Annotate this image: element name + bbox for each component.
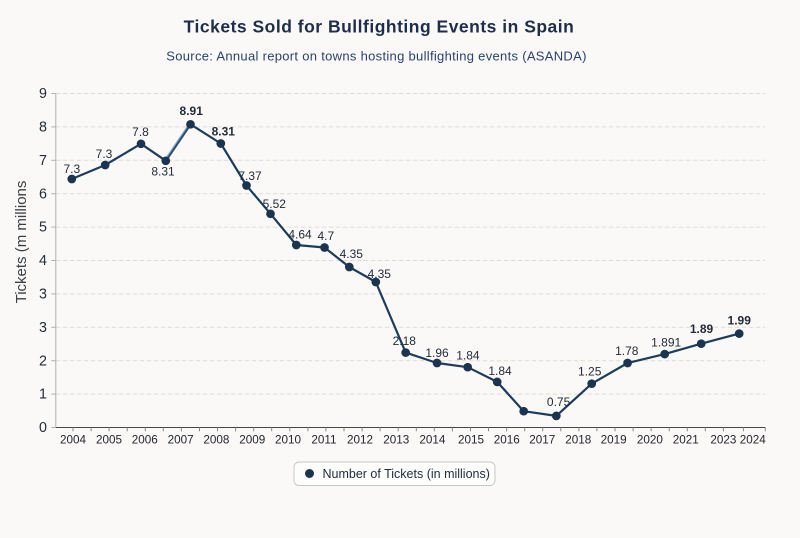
svg-text:2009: 2009 xyxy=(239,434,265,447)
svg-text:4.35: 4.35 xyxy=(368,267,392,281)
svg-text:2023: 2023 xyxy=(710,434,736,447)
svg-text:4: 4 xyxy=(39,253,47,269)
svg-text:2006: 2006 xyxy=(132,434,158,447)
svg-text:3: 3 xyxy=(39,287,47,303)
svg-text:1.84: 1.84 xyxy=(456,348,480,362)
svg-text:5.52: 5.52 xyxy=(263,197,287,211)
svg-text:4.7: 4.7 xyxy=(317,229,334,243)
svg-text:2.18: 2.18 xyxy=(393,334,417,348)
svg-text:1.25: 1.25 xyxy=(578,365,602,379)
svg-text:1.84: 1.84 xyxy=(488,364,512,378)
svg-text:2013: 2013 xyxy=(383,434,409,447)
svg-text:7.3: 7.3 xyxy=(96,147,113,161)
svg-text:1.89: 1.89 xyxy=(690,322,714,336)
svg-text:Tickets Sold for Bullfighting: Tickets Sold for Bullfighting Events in … xyxy=(184,17,575,37)
svg-text:9: 9 xyxy=(39,86,47,102)
svg-text:2024: 2024 xyxy=(740,434,767,447)
svg-text:2016: 2016 xyxy=(494,434,520,447)
svg-text:2017: 2017 xyxy=(529,434,555,447)
svg-text:7.37: 7.37 xyxy=(238,169,262,183)
svg-text:2008: 2008 xyxy=(203,434,229,447)
svg-text:2010: 2010 xyxy=(275,434,302,447)
svg-text:2019: 2019 xyxy=(601,434,627,447)
svg-text:6: 6 xyxy=(39,186,47,202)
svg-text:2014: 2014 xyxy=(419,434,446,447)
svg-text:2012: 2012 xyxy=(347,434,373,447)
svg-text:8: 8 xyxy=(39,120,47,136)
svg-text:4.64: 4.64 xyxy=(288,228,312,242)
svg-text:2021: 2021 xyxy=(673,434,699,447)
svg-text:5: 5 xyxy=(39,220,47,236)
svg-text:1: 1 xyxy=(39,387,47,403)
svg-text:1.891: 1.891 xyxy=(651,335,681,349)
svg-text:8.31: 8.31 xyxy=(212,125,236,139)
svg-text:Tickets (m millions: Tickets (m millions xyxy=(13,181,30,304)
svg-text:0: 0 xyxy=(39,420,47,436)
svg-text:7: 7 xyxy=(39,153,47,169)
svg-text:2020: 2020 xyxy=(637,434,664,447)
svg-text:2007: 2007 xyxy=(168,434,194,447)
svg-text:2018: 2018 xyxy=(565,434,591,447)
svg-text:1.78: 1.78 xyxy=(615,344,639,358)
svg-text:7.3: 7.3 xyxy=(63,162,80,176)
svg-text:Source: Annual report on towns: Source: Annual report on towns hosting b… xyxy=(166,49,586,64)
svg-text:2015: 2015 xyxy=(458,434,485,447)
svg-text:2004: 2004 xyxy=(60,434,87,447)
svg-text:4.35: 4.35 xyxy=(340,247,364,261)
svg-text:1.96: 1.96 xyxy=(425,346,449,360)
svg-text:2011: 2011 xyxy=(311,434,336,447)
svg-text:3: 3 xyxy=(39,320,47,336)
svg-text:7.8: 7.8 xyxy=(132,125,149,139)
svg-text:Number of Tickets (in millions: Number of Tickets (in millions) xyxy=(323,467,490,481)
svg-text:2: 2 xyxy=(39,353,47,369)
svg-text:0.75: 0.75 xyxy=(547,395,571,409)
svg-text:8.91: 8.91 xyxy=(180,104,204,118)
svg-text:2005: 2005 xyxy=(96,434,123,447)
svg-text:1.99: 1.99 xyxy=(728,314,752,328)
svg-text:8.31: 8.31 xyxy=(151,165,175,179)
